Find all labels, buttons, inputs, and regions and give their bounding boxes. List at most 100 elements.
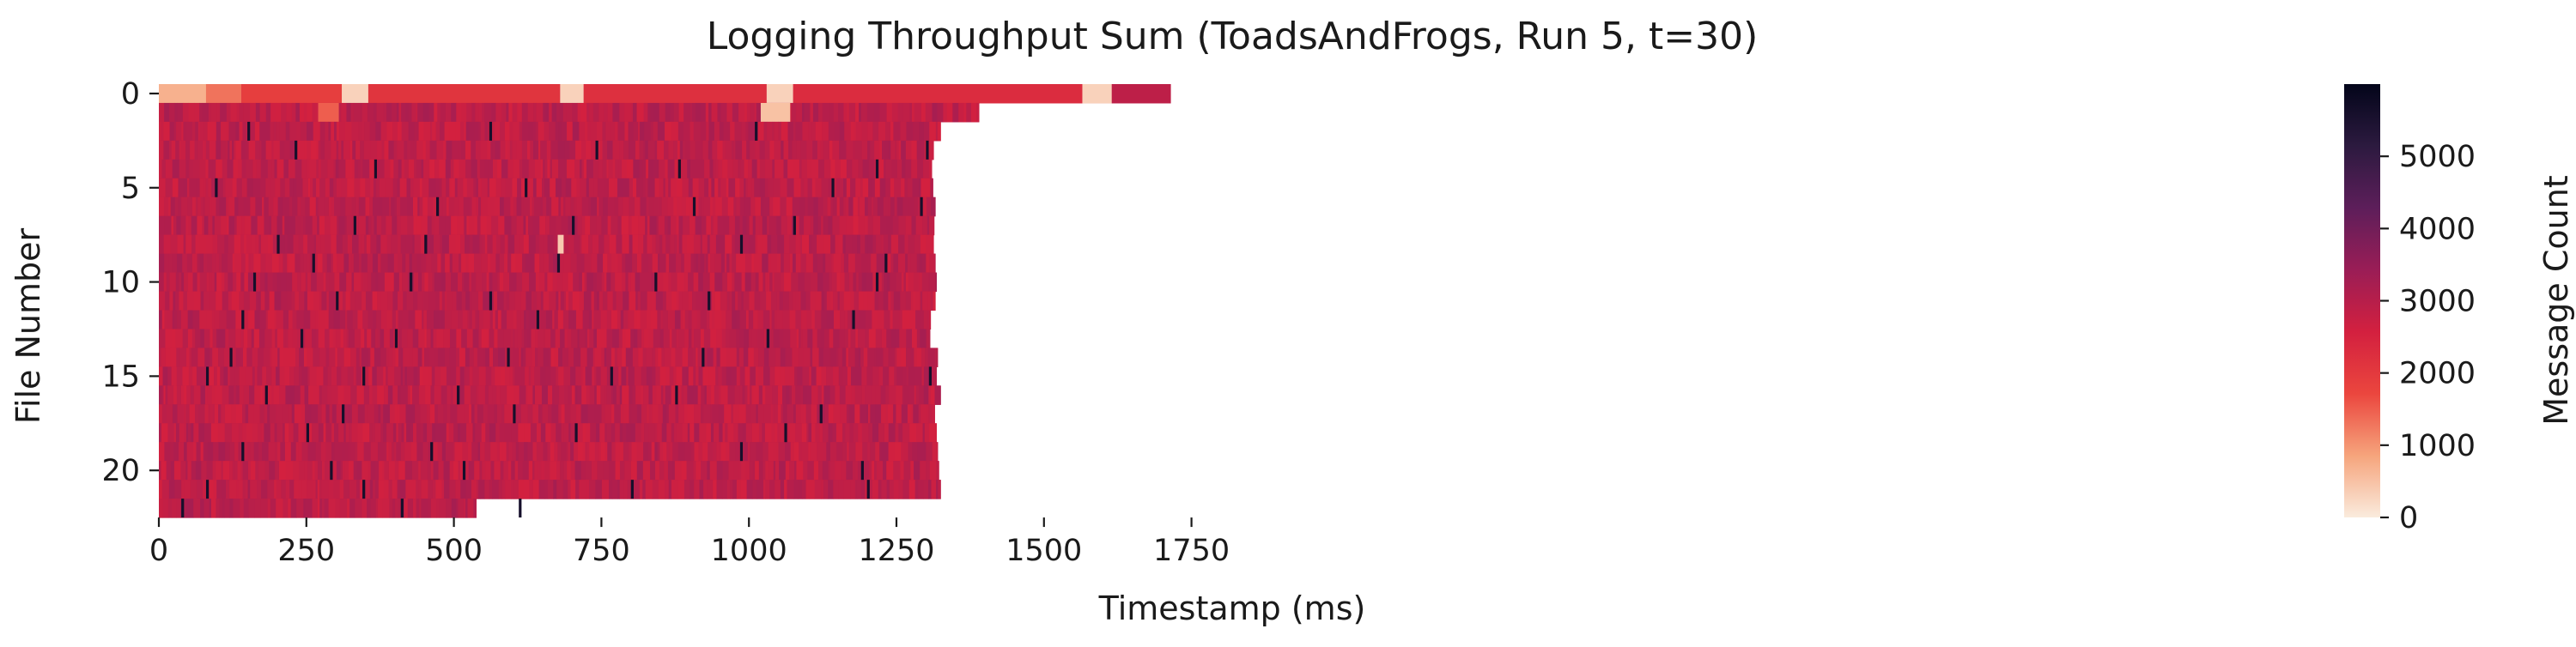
heatmap-cell: [444, 480, 450, 499]
heatmap-cell: [714, 273, 720, 292]
heatmap-cell: [652, 235, 656, 254]
heatmap-cell: [708, 348, 714, 366]
heatmap-cell: [792, 103, 797, 122]
heatmap-cell: [895, 442, 901, 461]
heatmap-cell: [597, 122, 603, 141]
heatmap-cell: [564, 461, 568, 480]
heatmap-cell: [426, 141, 430, 160]
heatmap-cell: [887, 273, 890, 292]
heatmap-spike: [702, 348, 704, 366]
heatmap-cell: [529, 461, 533, 480]
heatmap-cell: [804, 292, 806, 311]
heatmap-cell: [179, 442, 184, 461]
heatmap-cell: [258, 348, 264, 366]
heatmap-cell: [368, 254, 373, 273]
heatmap-cell: [392, 480, 398, 499]
heatmap-cell: [331, 235, 337, 254]
heatmap-cell: [601, 216, 604, 235]
heatmap-cell: [709, 311, 712, 330]
heatmap-cell: [436, 122, 440, 141]
heatmap-cell: [189, 103, 195, 122]
heatmap-cell: [830, 461, 835, 480]
heatmap-cell: [921, 348, 925, 366]
heatmap-cell: [190, 348, 192, 366]
y-tick-label: 10: [101, 266, 140, 300]
heatmap-cell: [750, 141, 756, 160]
heatmap-cell: [574, 160, 580, 178]
heatmap-cell: [434, 348, 438, 366]
heatmap-cell: [326, 348, 330, 366]
heatmap-cell: [799, 160, 802, 178]
heatmap-cell: [185, 141, 190, 160]
heatmap-cell: [159, 348, 161, 366]
heatmap-cell: [236, 385, 240, 404]
heatmap-cell: [701, 311, 708, 330]
heatmap-cell: [846, 385, 852, 404]
heatmap-cell: [839, 480, 844, 499]
heatmap-spike: [920, 197, 922, 216]
heatmap-cell: [380, 292, 387, 311]
heatmap-cell: [611, 273, 615, 292]
heatmap-cell: [601, 442, 605, 461]
heatmap-cell: [750, 103, 754, 122]
heatmap-cell: [401, 103, 405, 122]
heatmap-cell: [689, 329, 692, 348]
heatmap-cell: [293, 178, 297, 197]
heatmap-cell: [307, 348, 313, 366]
heatmap-cell: [464, 404, 469, 423]
heatmap-cell: [404, 423, 406, 442]
heatmap-cell: [848, 311, 851, 330]
heatmap-cell: [666, 423, 671, 442]
heatmap-cell: [900, 292, 906, 311]
heatmap-cell: [307, 366, 310, 385]
heatmap-cell: [702, 216, 707, 235]
heatmap-cell: [754, 178, 760, 197]
heatmap-cell: [833, 480, 839, 499]
heatmap-cell: [301, 273, 306, 292]
heatmap-cell: [375, 273, 379, 292]
heatmap-cell: [174, 311, 178, 330]
heatmap-cell: [804, 216, 811, 235]
heatmap-cell: [469, 404, 471, 423]
heatmap-cell: [159, 178, 166, 197]
heatmap-cell: [809, 423, 812, 442]
heatmap-cell: [219, 499, 222, 517]
heatmap-cell: [655, 348, 659, 366]
heatmap-cell: [878, 423, 884, 442]
heatmap-cell: [702, 292, 707, 311]
heatmap-cell: [703, 480, 707, 499]
heatmap-cell: [513, 385, 519, 404]
heatmap-cell: [657, 216, 659, 235]
heatmap-cell: [710, 235, 717, 254]
heatmap-cell: [890, 292, 894, 311]
heatmap-cell: [268, 273, 273, 292]
heatmap-cell: [712, 103, 718, 122]
heatmap-cell: [685, 141, 690, 160]
heatmap-cell: [234, 235, 241, 254]
heatmap-cell: [187, 461, 191, 480]
heatmap-cell: [910, 103, 913, 122]
heatmap-cell: [647, 348, 653, 366]
heatmap-cell: [423, 141, 426, 160]
heatmap-cell: [769, 311, 771, 330]
heatmap-cell: [849, 404, 855, 423]
heatmap-cell: [532, 348, 536, 366]
heatmap-cell: [323, 366, 327, 385]
heatmap-cell: [319, 141, 321, 160]
heatmap-spike: [206, 480, 209, 499]
heatmap-cell: [477, 480, 478, 499]
heatmap-cell: [620, 461, 625, 480]
heatmap-cell: [477, 216, 481, 235]
heatmap-cell: [219, 197, 226, 216]
heatmap-cell: [193, 423, 198, 442]
heatmap-cell: [241, 254, 246, 273]
heatmap-cell: [322, 404, 326, 423]
heatmap-cell: [793, 84, 1083, 103]
heatmap-cell: [377, 366, 384, 385]
heatmap-cell: [675, 348, 682, 366]
heatmap-cell: [375, 329, 378, 348]
heatmap-cell: [295, 160, 302, 178]
heatmap-cell: [248, 499, 254, 517]
heatmap-cell: [403, 292, 407, 311]
heatmap-cell: [794, 442, 799, 461]
